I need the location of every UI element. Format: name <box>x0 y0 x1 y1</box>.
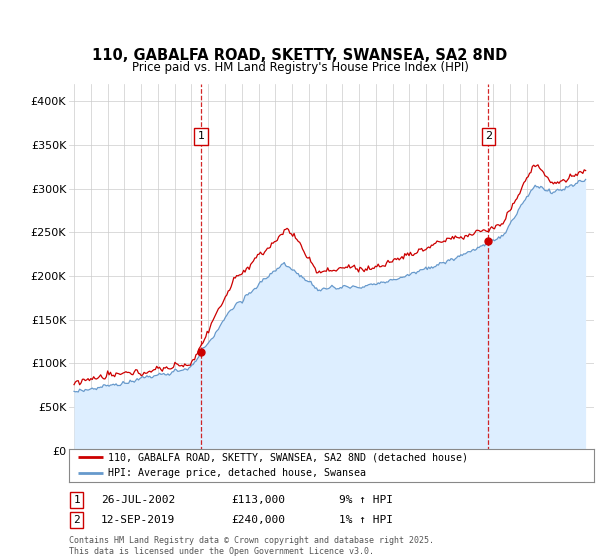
Text: 1: 1 <box>73 495 80 505</box>
Text: 2: 2 <box>73 515 80 525</box>
Text: Contains HM Land Registry data © Crown copyright and database right 2025.
This d: Contains HM Land Registry data © Crown c… <box>69 536 434 556</box>
Text: 110, GABALFA ROAD, SKETTY, SWANSEA, SA2 8ND (detached house): 110, GABALFA ROAD, SKETTY, SWANSEA, SA2 … <box>109 452 469 462</box>
Text: HPI: Average price, detached house, Swansea: HPI: Average price, detached house, Swan… <box>109 469 367 478</box>
Text: 1% ↑ HPI: 1% ↑ HPI <box>339 515 393 525</box>
Text: 1: 1 <box>197 132 205 141</box>
Text: 26-JUL-2002: 26-JUL-2002 <box>101 495 175 505</box>
Text: £240,000: £240,000 <box>231 515 285 525</box>
Text: 110, GABALFA ROAD, SKETTY, SWANSEA, SA2 8ND: 110, GABALFA ROAD, SKETTY, SWANSEA, SA2 … <box>92 49 508 63</box>
Text: 9% ↑ HPI: 9% ↑ HPI <box>339 495 393 505</box>
Text: 12-SEP-2019: 12-SEP-2019 <box>101 515 175 525</box>
Text: 2: 2 <box>485 132 492 141</box>
Text: £113,000: £113,000 <box>231 495 285 505</box>
Text: Price paid vs. HM Land Registry's House Price Index (HPI): Price paid vs. HM Land Registry's House … <box>131 60 469 74</box>
